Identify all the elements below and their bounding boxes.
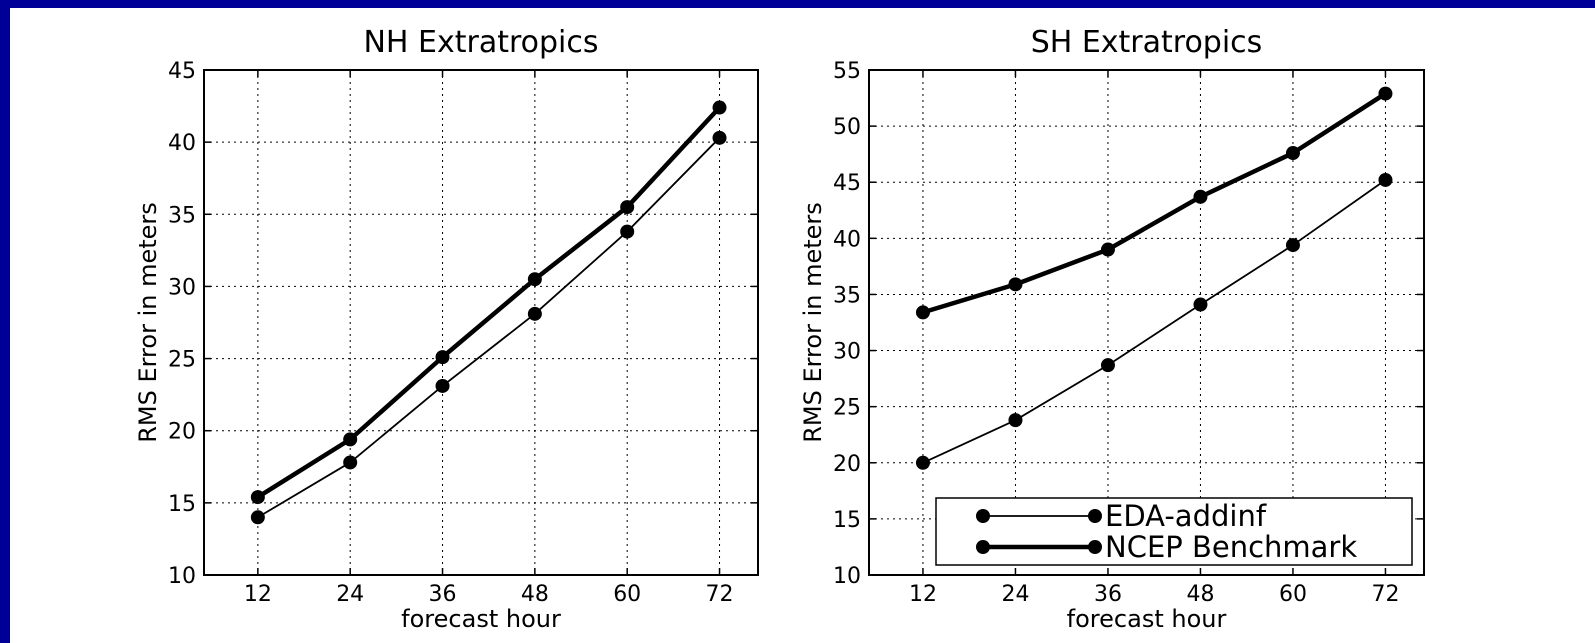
chart1-series-2-point (712, 100, 727, 115)
chart2-series-1-point (915, 455, 930, 470)
chart1-ytick-label: 30 (168, 275, 196, 300)
chart2-legend-marker (976, 509, 990, 523)
chart2-series-2-point (1193, 189, 1208, 204)
chart1-plot: 12 24 36 48 60 72 10 15 20 25 30 35 40 45 NH Extratrop… (134, 25, 759, 633)
chart1-xtick-label: 72 (706, 582, 734, 607)
chart2-ytick-label: 40 (833, 227, 861, 252)
chart1-ytick-label: 25 (168, 348, 196, 373)
chart1-ytick-label: 45 (168, 59, 196, 84)
chart1-series-line-1 (257, 137, 721, 519)
chart2-series-1-point (1378, 172, 1393, 187)
chart2-ytick-label: 10 (833, 564, 861, 589)
chart2-legend-label-2: NCEP Benchmark (1105, 530, 1357, 564)
chart1-series-2-point (250, 490, 265, 505)
figure-svg: 12 24 36 48 60 72 10 15 20 25 30 35 40 45 NH Extratrop… (134, 25, 1425, 633)
chart1-ytick-label: 10 (168, 564, 196, 589)
chart2-series-1-point (1008, 413, 1023, 428)
chart2-xtick-label: 60 (1279, 582, 1307, 607)
chart2-series-2-point (915, 305, 930, 320)
chart2-xlabel: forecast hour (1067, 605, 1227, 633)
chart2-legend-marker (976, 540, 990, 554)
chart2-legend-box (935, 497, 1413, 566)
chart2-ytick-label: 55 (833, 59, 861, 84)
chart1-xtick-label: 60 (613, 582, 641, 607)
chart2-ytick-label: 30 (833, 340, 861, 365)
chart1-series-1-point (343, 455, 358, 470)
chart2-xtick-label: 24 (1001, 582, 1029, 607)
chart2-series-2-point (1285, 146, 1300, 161)
chart1-series-1-point (620, 224, 635, 239)
chart1-series-2-point (527, 272, 542, 287)
chart2-xtick-label: 48 (1186, 582, 1214, 607)
chart2-legend-marker (1088, 540, 1102, 554)
chart2-ytick-label: 15 (833, 508, 861, 533)
chart2-series-line-1 (922, 179, 1386, 464)
chart2-legend-marker (1088, 509, 1102, 523)
chart1-series-1-point (435, 378, 450, 393)
chart2-xtick-label: 36 (1094, 582, 1122, 607)
chart1-xlabel: forecast hour (401, 605, 561, 633)
chart1-ytick-label: 40 (168, 131, 196, 156)
figure: 12 24 36 48 60 72 10 15 20 25 30 35 40 45 NH Extratrop… (10, 8, 1595, 643)
chart2-ytick-label: 35 (833, 283, 861, 308)
chart2-axes-frame (868, 69, 1425, 576)
chart2-ytick-label: 20 (833, 452, 861, 477)
chart1-xtick-label: 12 (244, 582, 272, 607)
chart2-series-2-point (1100, 242, 1115, 257)
chart1-ytick-label: 15 (168, 492, 196, 517)
chart2-series-1-point (1193, 297, 1208, 312)
chart1-ytick-label: 35 (168, 203, 196, 228)
chart1-series-2-point (620, 200, 635, 215)
chart2-xtick-label: 72 (1371, 582, 1399, 607)
chart2-xtick-label: 12 (909, 582, 937, 607)
chart2-series-line-2 (922, 91, 1387, 315)
chart1-axes-frame (203, 69, 759, 576)
chart2-title: SH Extratropics (1031, 25, 1263, 60)
chart1-xtick-label: 48 (521, 582, 549, 607)
chart2-plot: 12 24 36 48 60 72 10 15 20 25 30 35 40 45 50 55 SH Extra… (799, 25, 1425, 633)
chart2-series-1-point (1100, 358, 1115, 373)
chart1-title: NH Extratropics (363, 25, 598, 60)
chart2-ytick-label: 25 (833, 396, 861, 421)
chart1-ylabel: RMS Error in meters (134, 202, 162, 443)
chart2-series-2-point (1008, 277, 1023, 292)
chart1-series-1-point (527, 306, 542, 321)
chart1-series-2-point (435, 350, 450, 365)
chart2-series-2-point (1378, 86, 1393, 101)
chart1-xtick-label: 24 (336, 582, 364, 607)
chart2-ytick-label: 50 (833, 115, 861, 140)
chart2-ylabel: RMS Error in meters (799, 202, 827, 443)
chart1-series-2-point (343, 432, 358, 447)
chart1-ytick-label: 20 (168, 420, 196, 445)
chart1-series-line-2 (256, 105, 722, 499)
chart2-series-1-point (1285, 238, 1300, 253)
chart1-series-1-point (250, 510, 265, 525)
chart1-series-1-point (712, 130, 727, 145)
chart1-xtick-label: 36 (429, 582, 457, 607)
chart2-legend-label-1: EDA-addinf (1105, 499, 1267, 533)
chart2-ytick-label: 45 (833, 171, 861, 196)
